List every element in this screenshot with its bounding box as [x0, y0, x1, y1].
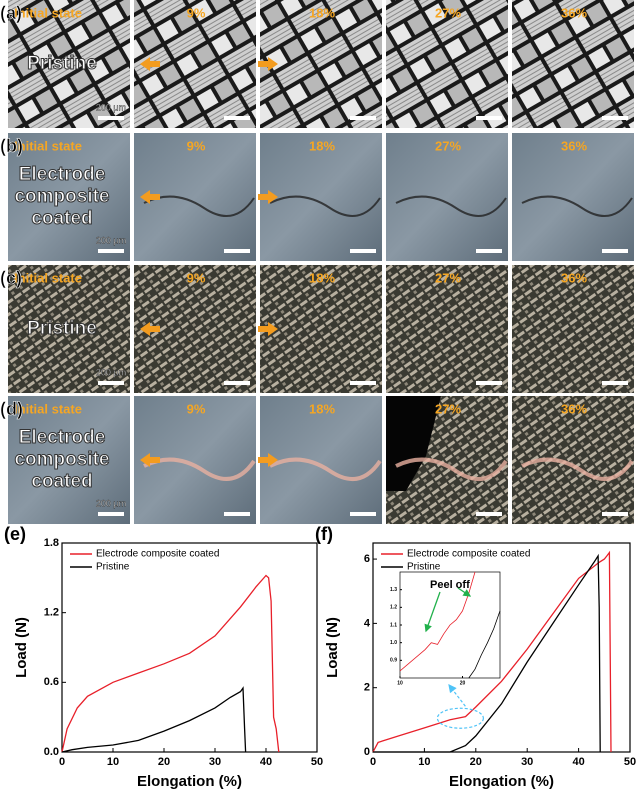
sample-label: Electrode	[19, 164, 106, 185]
x-tick-label: 10	[107, 756, 119, 768]
strain-label: Initial state	[14, 5, 82, 20]
scale-bar	[98, 249, 124, 253]
scale-bar	[98, 512, 124, 516]
strain-label: 36%	[561, 270, 587, 285]
y-tick-label: 0.9	[390, 658, 397, 664]
strain-label: Initial state	[14, 138, 82, 153]
scale-bar	[350, 381, 376, 385]
scale-bar	[602, 249, 628, 253]
strain-label: 9%	[187, 138, 206, 153]
sample-label: composite	[14, 186, 109, 207]
y-tick-label: 2	[364, 682, 370, 694]
panel-label: (f)	[315, 524, 333, 544]
figure: Initial state 9% 18% 27% 36% 200 μm (a) Pristin…	[0, 0, 636, 799]
y-tick-label: 1.0	[390, 640, 397, 646]
scale-bar	[224, 381, 250, 385]
scale-label: 200 μm	[96, 367, 126, 377]
legend-label: Electrode composite coated	[407, 549, 530, 560]
scale-bar	[602, 116, 628, 120]
scale-bar	[98, 381, 124, 385]
strain-label: 36%	[561, 138, 587, 153]
scale-bar	[224, 512, 250, 516]
strain-label: 36%	[561, 5, 587, 20]
scale-label: 200 μm	[96, 102, 126, 112]
annotation: Peel off	[430, 579, 470, 591]
panel-label: (e)	[4, 524, 26, 544]
scale-label: 200 μm	[96, 498, 126, 508]
x-tick-label: 30	[521, 756, 533, 768]
sample-label: coated	[31, 471, 92, 492]
scale-bar	[350, 116, 376, 120]
y-tick-label: 1.3	[390, 587, 397, 593]
x-tick-label: 40	[572, 756, 584, 768]
panel-label: (a)	[0, 3, 22, 23]
sample-label: Electrode	[19, 427, 106, 448]
strain-label: 18%	[309, 138, 335, 153]
scale-bar	[476, 116, 502, 120]
strain-label: 9%	[187, 270, 206, 285]
x-tick-label: 10	[397, 680, 403, 686]
strain-label: 18%	[309, 401, 335, 416]
panel-label: (b)	[0, 136, 23, 156]
y-tick-label: 1.2	[44, 607, 59, 619]
sample-label: Pristine	[27, 53, 97, 74]
x-tick-label: 50	[624, 756, 636, 768]
x-tick-label: 40	[260, 756, 272, 768]
sample-label: Pristine	[27, 318, 97, 339]
strain-label: 27%	[435, 5, 461, 20]
strain-label: Initial state	[14, 401, 82, 416]
scale-bar	[476, 249, 502, 253]
x-tick-label: 0	[59, 756, 65, 768]
y-tick-label: 1.2	[390, 605, 397, 611]
y-axis-label: Load (N)	[324, 617, 341, 678]
y-tick-label: 6	[364, 553, 370, 565]
x-tick-label: 20	[158, 756, 170, 768]
image-grid: Initial state 9% 18% 27% 36% 200 μm (a) Pristin…	[0, 0, 634, 524]
strain-label: 27%	[435, 138, 461, 153]
y-axis-label: Load (N)	[13, 617, 30, 678]
strain-label: 18%	[309, 270, 335, 285]
scale-bar	[602, 381, 628, 385]
scale-bar	[476, 512, 502, 516]
y-tick-label: 1.8	[44, 537, 59, 549]
strain-label: 27%	[435, 270, 461, 285]
panel-label: (d)	[0, 399, 23, 419]
sample-label: coated	[31, 208, 92, 229]
x-tick-label: 20	[460, 680, 466, 686]
y-tick-label: 0.6	[44, 676, 59, 688]
x-tick-label: 30	[209, 756, 221, 768]
strain-label: 18%	[309, 5, 335, 20]
scale-bar	[224, 116, 250, 120]
legend-label: Pristine	[407, 562, 441, 573]
strain-label: 9%	[187, 5, 206, 20]
strain-label: 9%	[187, 401, 206, 416]
scale-bar	[476, 381, 502, 385]
scale-bar	[602, 512, 628, 516]
x-tick-label: 50	[311, 756, 323, 768]
x-tick-label: 10	[418, 756, 430, 768]
y-tick-label: 0.0	[44, 746, 59, 758]
scale-bar	[350, 512, 376, 516]
strain-label: Initial state	[14, 270, 82, 285]
sample-label: composite	[14, 449, 109, 470]
strain-label: 27%	[435, 401, 461, 416]
x-tick-label: 0	[370, 756, 376, 768]
x-axis-label: Elongation (%)	[449, 773, 554, 790]
legend-label: Electrode composite coated	[96, 549, 219, 560]
x-axis-label: Elongation (%)	[137, 773, 242, 790]
x-tick-label: 20	[470, 756, 482, 768]
legend-label: Pristine	[96, 562, 130, 573]
scale-label: 200 μm	[96, 235, 126, 245]
y-tick-label: 4	[364, 617, 371, 629]
scale-bar	[224, 249, 250, 253]
scale-bar	[350, 249, 376, 253]
scale-bar	[98, 116, 124, 120]
strain-label: 36%	[561, 401, 587, 416]
panel-label: (c)	[0, 268, 22, 288]
y-tick-label: 1.1	[390, 622, 397, 628]
